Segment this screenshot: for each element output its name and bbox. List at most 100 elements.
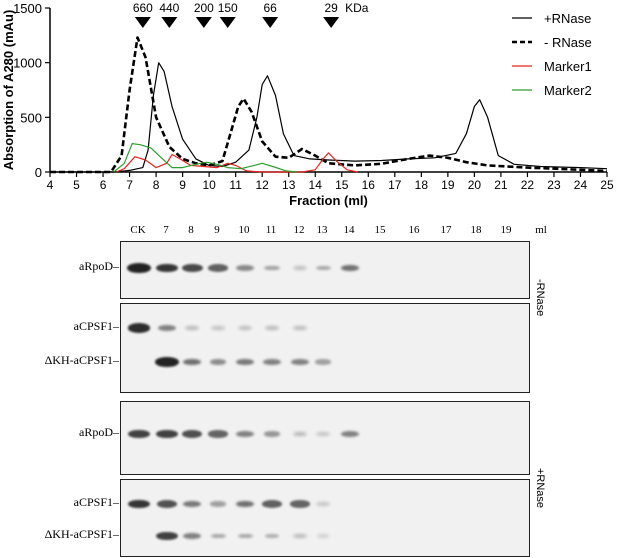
- band-label: aRpoD–: [79, 425, 119, 439]
- legend-entry-label: - RNase: [544, 35, 592, 50]
- x-tick-label: 20: [468, 178, 482, 192]
- blot-band: [158, 324, 176, 332]
- blot-band: [236, 358, 254, 366]
- lane-label: 15: [374, 224, 386, 236]
- band-label: ΔKH-aCPSF1–: [44, 527, 119, 541]
- blot-band: [156, 500, 178, 508]
- mw-marker-label: 440: [159, 1, 179, 15]
- blot-band: [236, 430, 254, 438]
- blot-band: [238, 325, 252, 331]
- blot-band: [293, 265, 307, 271]
- lane-label: 9: [214, 224, 220, 236]
- mw-marker-label: 150: [218, 1, 238, 15]
- blot-band: [182, 358, 202, 366]
- blot-band: [293, 325, 307, 331]
- y-tick-label: 1500: [13, 1, 42, 16]
- x-tick-label: 16: [362, 178, 376, 192]
- x-tick-label: 18: [415, 178, 429, 192]
- series-rnase-line: [50, 36, 608, 174]
- blot-band: [181, 263, 203, 273]
- blot-band: [316, 432, 330, 436]
- blot-band: [181, 429, 203, 438]
- x-tick-label: 10: [202, 178, 216, 192]
- chart-legend: +RNase - RNase Marker1 Marker2: [512, 11, 592, 98]
- blot-band: [184, 325, 200, 331]
- lane-unit-label: ml: [535, 224, 547, 236]
- x-tick-label: 25: [600, 178, 614, 192]
- blot-band: [155, 263, 179, 273]
- x-tick-label: 22: [521, 178, 535, 192]
- blot-band: [127, 263, 151, 273]
- blot-band: [128, 429, 150, 439]
- blot-band: [291, 358, 309, 366]
- blot-band: [263, 358, 281, 366]
- band-label: aRpoD–: [79, 259, 119, 273]
- condition-label: +RNase: [534, 468, 546, 509]
- blot-band: [292, 431, 308, 437]
- x-tick-label: 19: [441, 178, 455, 192]
- x-tick-label: 5: [73, 178, 80, 192]
- blot-band: [155, 357, 179, 367]
- series-marker1-line: [116, 152, 358, 173]
- x-tick-label: 6: [100, 178, 107, 192]
- lane-label: 12: [293, 224, 305, 236]
- x-tick-label: 15: [335, 178, 349, 192]
- x-tick-label: 12: [256, 178, 270, 192]
- blot-band: [209, 359, 227, 365]
- lane-label: CK: [130, 224, 146, 236]
- mw-marker-layer: 660 440 200 150 66 29 KDa: [133, 1, 369, 28]
- x-tick-label: 13: [282, 178, 296, 192]
- band-label: aCPSF1–: [73, 495, 119, 509]
- lane-label: 10: [238, 224, 250, 236]
- blot-band: [208, 264, 228, 272]
- y-tick-label: 1000: [13, 56, 42, 71]
- mw-marker-label: 66: [263, 1, 277, 15]
- blot-band: [237, 533, 253, 539]
- legend-entry-label: +RNase: [544, 11, 591, 26]
- y-tick-label: 0: [35, 165, 42, 180]
- x-tick-label: 8: [153, 178, 160, 192]
- y-axis-label: Absorption of A280 (mAu): [1, 10, 16, 171]
- chart-axes: 0 500 1000 1500 4 5 6 7 8 9 10 11 12 13 14 15 16 17 18 19 20…: [1, 1, 614, 208]
- blot-band: [156, 429, 178, 439]
- blot-band: [208, 430, 228, 438]
- x-tick-label: 14: [309, 178, 323, 192]
- blot-panel: [120, 241, 530, 299]
- blot-panel: [120, 479, 530, 557]
- mw-marker-label: 660: [133, 1, 153, 15]
- x-tick-label: 7: [126, 178, 133, 192]
- blot-band: [264, 325, 280, 331]
- blot-band: [316, 534, 330, 538]
- x-tick-label: 9: [179, 178, 186, 192]
- blot-band: [262, 500, 282, 508]
- mw-marker-triangle: [195, 17, 212, 28]
- blot-band: [315, 359, 331, 365]
- blot-band: [235, 500, 255, 508]
- mw-marker-triangle: [161, 17, 178, 28]
- blot-band: [183, 532, 201, 540]
- mw-marker-triangle: [262, 17, 279, 28]
- mw-marker-triangle: [323, 17, 340, 28]
- blot-band: [210, 533, 226, 539]
- blot-panel: [120, 401, 530, 475]
- mw-marker-label: 29: [324, 1, 338, 15]
- blot-band: [340, 264, 360, 272]
- condition-label: -RNase: [534, 279, 546, 317]
- blot-band: [315, 265, 331, 271]
- mw-marker-triangle: [219, 17, 236, 28]
- blot-band: [292, 533, 308, 539]
- chart-series-layer: [50, 36, 608, 174]
- blot-band: [127, 499, 151, 509]
- blot-band: [183, 500, 201, 508]
- blot-panel: [120, 303, 530, 393]
- series-marker2-line: [113, 143, 297, 173]
- x-tick-label: 4: [47, 178, 54, 192]
- series-rnase-line: [50, 62, 608, 173]
- mw-marker-label: 200: [194, 1, 214, 15]
- legend-entry-label: Marker2: [544, 83, 592, 98]
- lane-label: 7: [163, 224, 169, 236]
- x-tick-label: 24: [574, 178, 588, 192]
- lane-label: 19: [500, 224, 512, 236]
- band-label: aCPSF1–: [73, 319, 119, 333]
- mw-marker-triangle: [134, 17, 151, 28]
